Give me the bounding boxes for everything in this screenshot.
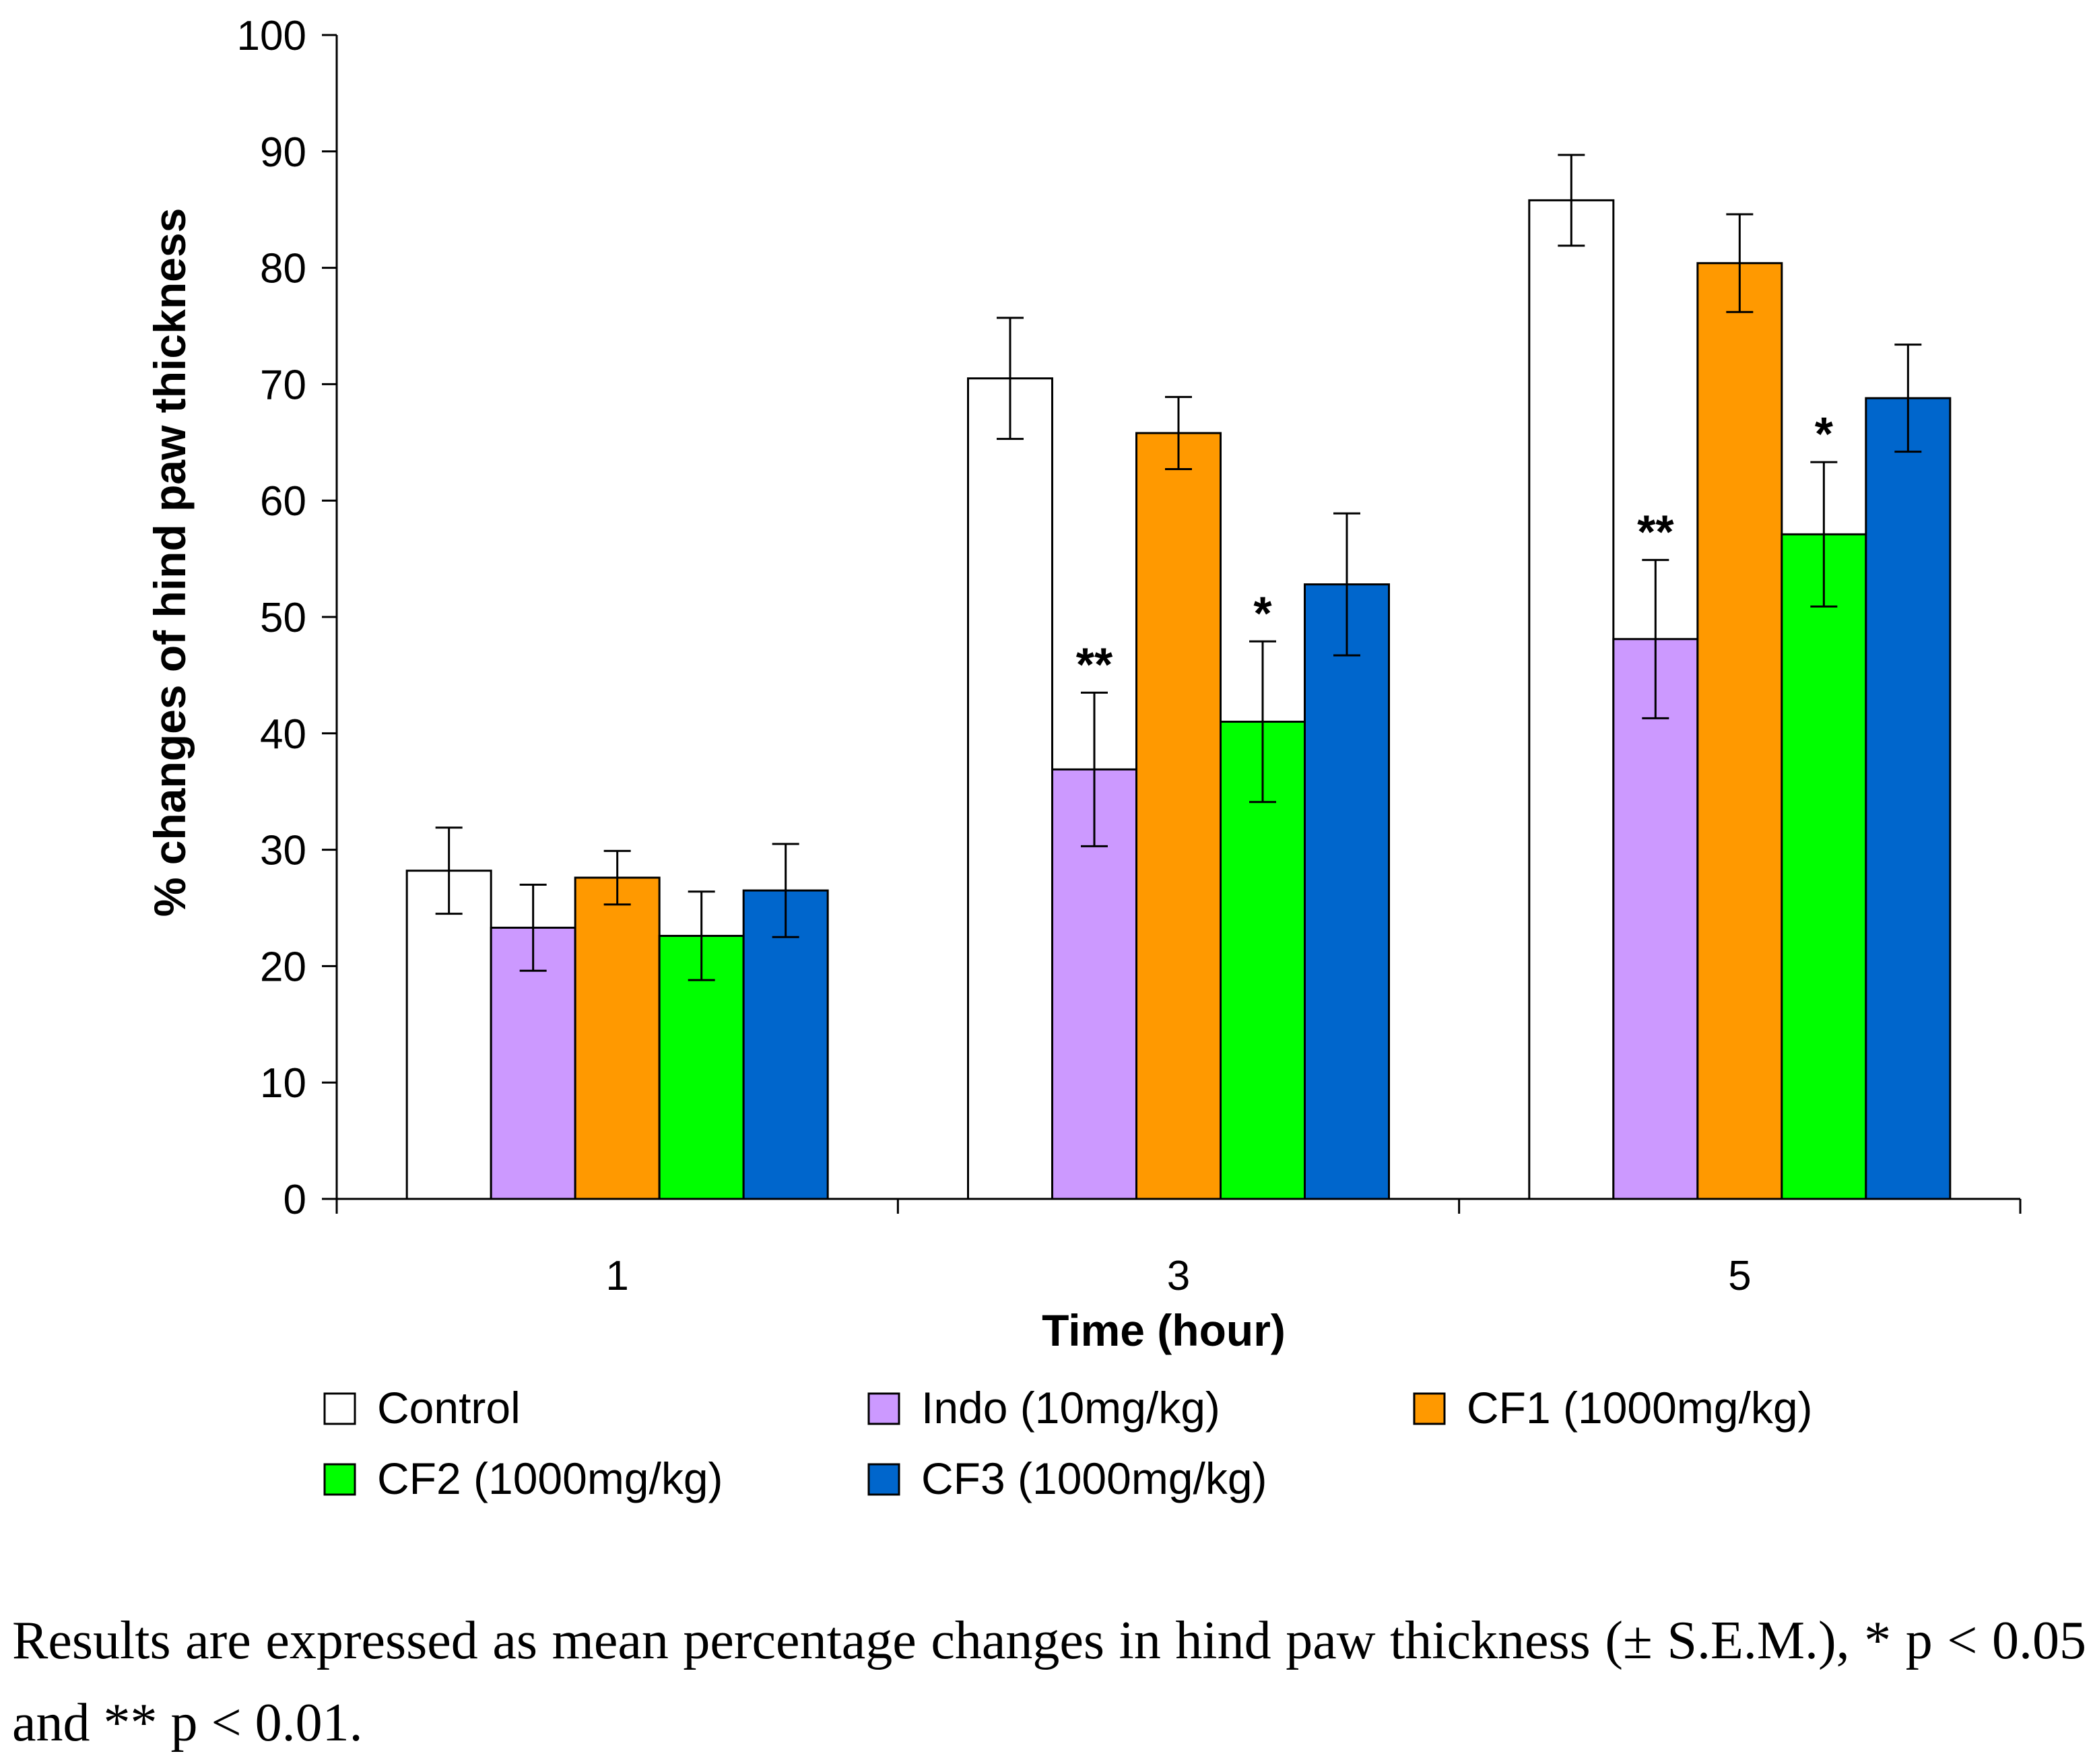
y-tick-label: 80: [260, 246, 306, 292]
legend-swatch: [1413, 1392, 1446, 1425]
legend-label: CF3 (1000mg/kg): [921, 1453, 1267, 1503]
bar: [574, 876, 661, 1200]
significance-marker: **: [1637, 505, 1674, 558]
y-tick-label: 70: [260, 362, 306, 408]
x-tick-label: 1: [605, 1253, 628, 1299]
y-tick-label: 50: [260, 595, 306, 641]
x-tick-label: 3: [1167, 1253, 1190, 1299]
error-bars: [435, 154, 1922, 981]
legend-swatch: [323, 1392, 356, 1425]
bar: [405, 870, 492, 1200]
bar: [1304, 583, 1390, 1200]
bar: [490, 926, 576, 1200]
legend-label: CF2 (1000mg/kg): [377, 1453, 723, 1503]
y-axis-ticks: 0 10 20 30 40 50 60 70 80 90 100: [237, 13, 337, 1223]
x-axis-title: Time (hour): [1042, 1305, 1286, 1355]
y-tick-label: 90: [260, 129, 306, 176]
y-axis-title: % changes of hind paw thickness: [145, 208, 195, 917]
x-axis-ticks: 1 3 5: [335, 1199, 2022, 1299]
figure-caption: Results are expressed as mean percentage…: [12, 1611, 2086, 1753]
bar: [1696, 262, 1783, 1200]
bar: [1612, 638, 1699, 1200]
significance-marker: *: [1253, 587, 1272, 639]
significance-marker: **: [1076, 638, 1113, 690]
y-tick-label: 40: [260, 711, 306, 758]
legend-label: Control: [377, 1383, 521, 1433]
bar: [742, 889, 829, 1200]
y-tick-label: 0: [284, 1177, 306, 1223]
bar: [1135, 432, 1222, 1200]
y-tick-label: 20: [260, 944, 306, 990]
legend-swatch: [867, 1463, 900, 1496]
significance-marker: *: [1815, 407, 1834, 460]
bar: [1528, 199, 1615, 1200]
legend: Control Indo (10mg/kg) CF1 (1000mg/kg) CF2 …: [323, 1383, 1813, 1503]
legend-label: Indo (10mg/kg): [921, 1383, 1220, 1433]
bar: [967, 377, 1053, 1200]
legend-label: CF1 (1000mg/kg): [1467, 1383, 1813, 1433]
legend-swatch: [323, 1463, 356, 1496]
bar-series: [405, 199, 1952, 1200]
legend-swatch: [867, 1392, 900, 1425]
bar: [1865, 397, 1952, 1200]
y-tick-label: 60: [260, 478, 306, 525]
significance-markers: ******: [1076, 407, 1834, 690]
bar: [1781, 533, 1867, 1200]
y-tick-label: 30: [260, 828, 306, 874]
y-tick-label: 10: [260, 1060, 306, 1107]
y-tick-label: 100: [237, 13, 306, 59]
x-tick-label: 5: [1728, 1253, 1751, 1299]
